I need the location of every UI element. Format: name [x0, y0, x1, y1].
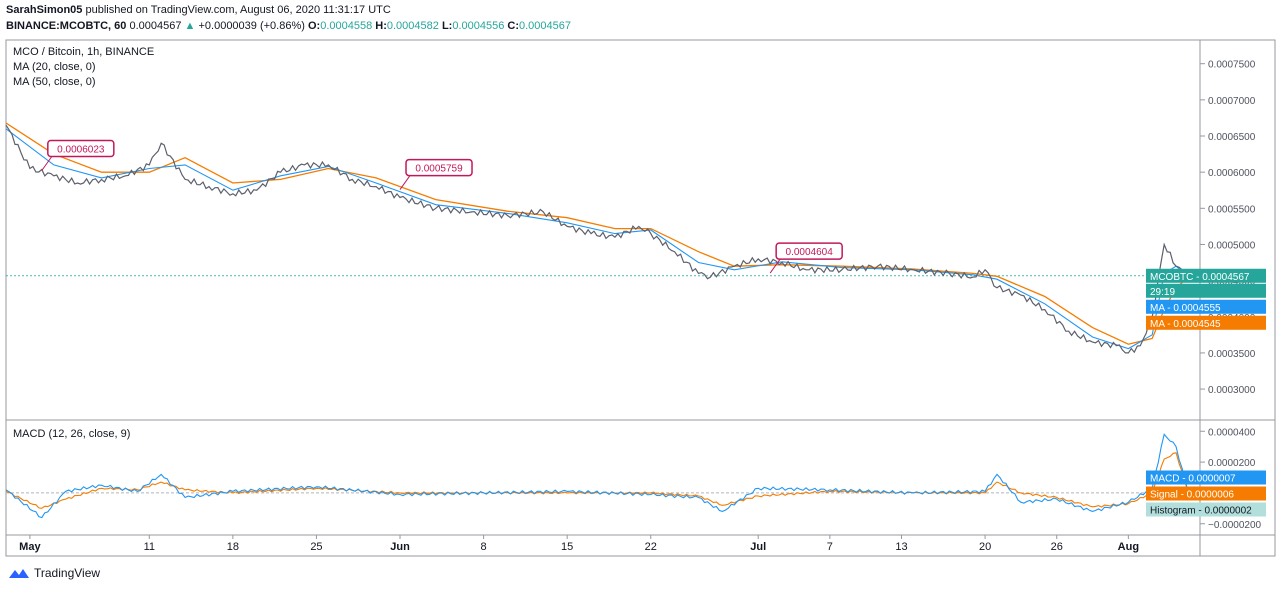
open-label: O:: [307, 20, 321, 32]
x-tick-label: 18: [227, 541, 239, 553]
up-arrow-icon: ▲: [184, 20, 196, 32]
chart-frame: [5, 39, 1276, 557]
x-tick-label: 13: [895, 541, 907, 553]
macd-line: [5, 433, 1189, 519]
signal-value-label-bg: [1146, 486, 1266, 501]
ma20-value-label: MA - 0.0004555: [1150, 303, 1221, 314]
tradingview-logo-icon: [9, 569, 29, 578]
last-price-label-bg: [1146, 268, 1266, 283]
x-tick-label: 7: [827, 541, 833, 553]
macd-legend[interactable]: MACD (12, 26, close, 9): [13, 428, 131, 440]
x-tick-label: May: [19, 541, 41, 553]
price-labels: MCOBTC - 0.0004567 29:19 MA - 0.0004555 MA …: [1146, 268, 1266, 517]
ma50-value-label-bg: [1146, 315, 1266, 330]
high-value: 0.0004582: [386, 20, 439, 32]
signal-line: [5, 452, 1189, 509]
histogram-value-label-bg: [1146, 502, 1266, 517]
author-name[interactable]: SarahSimon05: [6, 4, 83, 16]
y-tick-label: 0.0003500: [1208, 349, 1256, 360]
ohlc-line: BINANCE:MCOBTC, 60 0.0004567 ▲ +0.000003…: [6, 20, 571, 32]
close-value: 0.0004567: [519, 20, 571, 32]
ma20-value-label-bg: [1146, 299, 1266, 314]
countdown-label: 29:19: [1150, 287, 1175, 298]
price-change: +0.0000039 (+0.86%): [198, 20, 305, 32]
y-tick-label: 0.0007500: [1208, 60, 1256, 71]
price-line: [5, 124, 1189, 354]
low-value: 0.0004556: [452, 20, 505, 32]
callout-label: 0.0006023: [57, 144, 105, 155]
callout-pointer: [399, 175, 411, 190]
main-pane: 0.0006023 0.0005759 0.0004604: [5, 122, 1200, 354]
x-tick-label: 22: [645, 541, 657, 553]
x-tick-label: Aug: [1118, 541, 1139, 553]
macd-pane: [5, 433, 1200, 519]
callout-label: 0.0004604: [786, 247, 834, 258]
callout-pointer: [769, 258, 781, 274]
y-tick-label: 0.0005000: [1208, 240, 1256, 251]
ma20-line: [5, 128, 1189, 350]
signal-value-label: Signal - 0.0000006: [1150, 490, 1234, 501]
callout-box: [47, 139, 115, 158]
macd-y-tick-label: 0.0000200: [1208, 458, 1256, 469]
macd-y-tick-label: −0.0000200: [1208, 520, 1262, 531]
chart-area[interactable]: 0.0006023 0.0005759 0.0004604 0.0007500 0.0…: [0, 38, 1280, 558]
ma50-line: [5, 122, 1189, 345]
callout-box: [405, 158, 473, 177]
high-label: H:: [375, 20, 387, 32]
x-tick-label: 26: [1051, 541, 1063, 553]
macd-value-label: MACD - 0.0000007: [1150, 474, 1236, 485]
ma20-legend[interactable]: MA (20, close, 0): [13, 61, 96, 73]
footer-brand: TradingView: [34, 566, 101, 580]
tradingview-footer[interactable]: TradingView: [8, 566, 100, 580]
macd-y-tick-label: 0.0000400: [1208, 427, 1256, 438]
price-chart-svg[interactable]: 0.0006023 0.0005759 0.0004604 0.0007500 0.0…: [0, 38, 1280, 558]
histogram-value-label: Histogram - 0.0000002: [1150, 506, 1252, 517]
x-tick-label: Jul: [750, 541, 766, 553]
x-tick-label: 8: [481, 541, 487, 553]
ma50-legend[interactable]: MA (50, close, 0): [13, 76, 96, 88]
last-price: 0.0004567: [129, 20, 182, 32]
y-tick-label: 0.0003000: [1208, 385, 1256, 396]
countdown-label-bg: [1146, 283, 1266, 298]
chart-title: MCO / Bitcoin, 1h, BINANCE: [13, 46, 155, 58]
y-tick-label: 0.0005500: [1208, 204, 1256, 215]
last-price-label: MCOBTC - 0.0004567: [1150, 272, 1250, 283]
publish-info: SarahSimon05 published on TradingView.co…: [6, 4, 391, 16]
callout-label: 0.0005759: [415, 164, 463, 175]
callout-pointer: [41, 156, 53, 171]
callout-box: [775, 242, 843, 260]
y-tick-label: 0.0007000: [1208, 96, 1256, 107]
published-text: published on TradingView.com, August 06,…: [85, 4, 391, 16]
open-value: 0.0004558: [320, 20, 373, 32]
x-tick-label: 20: [979, 541, 991, 553]
y-tick-label: 0.0006000: [1208, 168, 1256, 179]
macd-value-label-bg: [1146, 470, 1266, 485]
x-tick-label: Jun: [390, 541, 410, 553]
ma50-value-label: MA - 0.0004545: [1150, 319, 1221, 330]
symbol-line: BINANCE:MCOBTC, 60: [6, 20, 127, 32]
x-tick-label: 15: [561, 541, 573, 553]
low-label: L:: [441, 20, 453, 32]
y-tick-label: 0.0006500: [1208, 132, 1256, 143]
close-label: C:: [507, 20, 519, 32]
x-tick-label: 25: [310, 541, 322, 553]
x-tick-label: 11: [144, 541, 155, 553]
